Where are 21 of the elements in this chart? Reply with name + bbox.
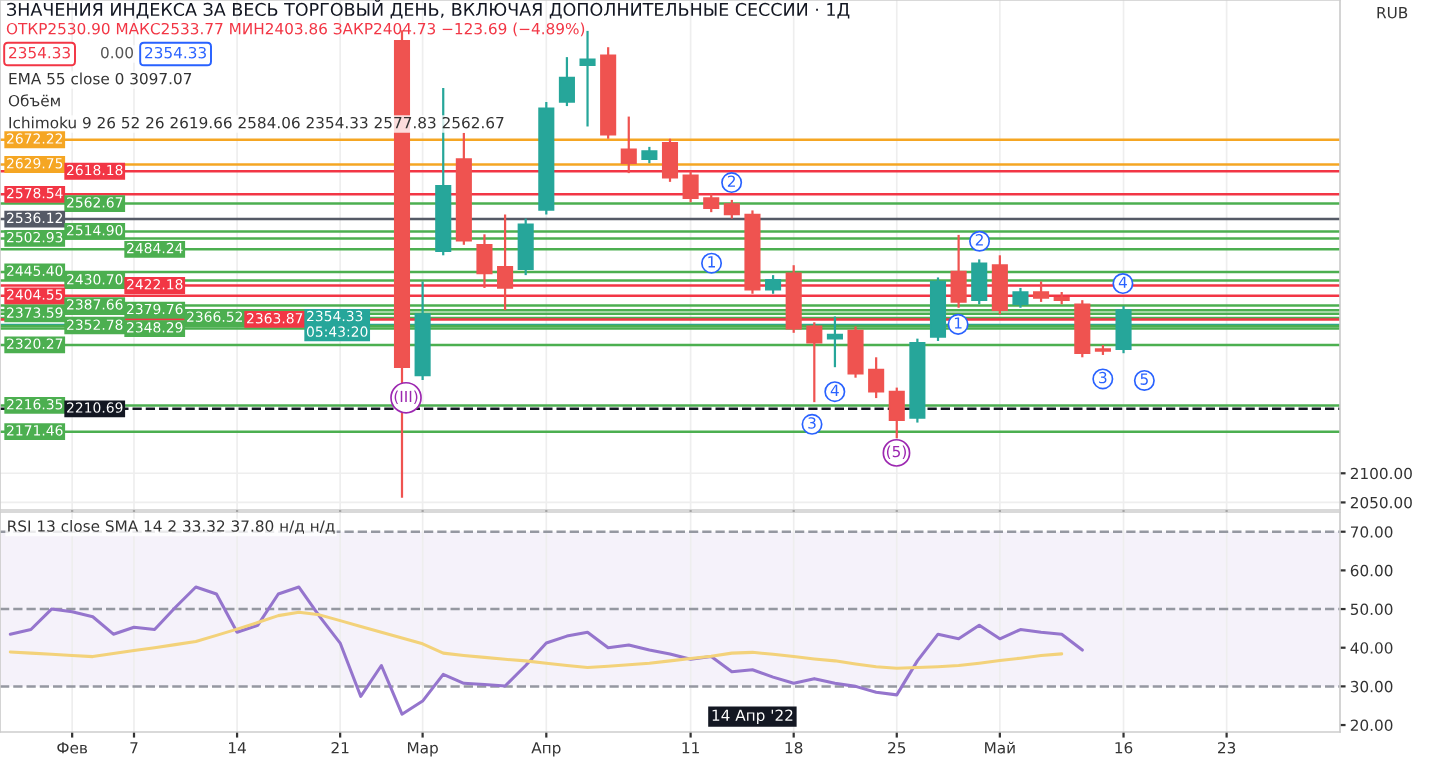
candlestick	[1012, 286, 1029, 309]
candlestick	[765, 274, 782, 295]
candlestick	[991, 254, 1008, 316]
candlestick	[703, 192, 720, 214]
candlestick	[806, 321, 823, 404]
line-series	[8, 610, 1064, 670]
candlestick	[476, 233, 493, 290]
candlestick	[950, 233, 967, 309]
candlestick	[661, 137, 679, 183]
candlestick	[723, 198, 740, 220]
candlestick	[847, 325, 864, 379]
candlestick	[620, 115, 637, 175]
candlestick	[517, 217, 534, 277]
candlestick	[868, 356, 885, 400]
candlestick	[888, 386, 905, 440]
candlestick	[497, 213, 514, 312]
candlestick	[558, 56, 575, 108]
chart-title: ЗНАЧЕНИЯ ИНДЕКСА ЗА ВЕСЬ ТОРГОВЫЙ ДЕНЬ, ВКЛЮЧАЯ ДОПОЛНИТЕЛЬНЫЕ СЕССИИ · 1Д	[7, 0, 850, 19]
candlestick	[1033, 280, 1050, 304]
candlestick	[971, 258, 988, 306]
candlestick	[682, 170, 699, 204]
